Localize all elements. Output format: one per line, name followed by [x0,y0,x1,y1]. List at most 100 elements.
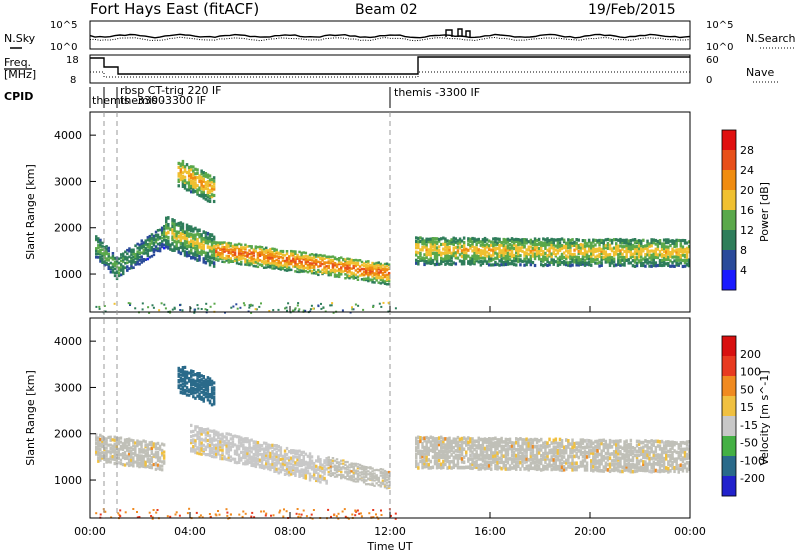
heatmap-cell [327,456,330,459]
heatmap-cell [373,281,376,284]
heatmap-cell [235,461,239,465]
heatmap-cell [179,368,183,372]
heatmap-cell [290,261,293,264]
heatmap-cell [452,465,455,470]
heatmap-cell [101,252,104,255]
heatmap-cell [521,259,524,263]
heatmap-cell [204,260,208,265]
heatmap-cell [365,277,368,280]
heatmap-cell [225,441,228,445]
heatmap-cell [646,239,649,243]
heatmap-cell [350,267,353,270]
heatmap-cell [579,262,583,266]
heatmap-cell [679,239,683,243]
heatmap-cell [346,274,349,277]
heatmap-cell [356,473,360,477]
heatmap-cell [210,240,214,244]
heatmap-cell [310,270,314,273]
heatmap-cell [469,453,472,458]
heatmap-cell [546,463,549,467]
heatmap-cell [146,238,150,242]
heatmap-cell [208,259,212,264]
heatmap-cell [290,252,293,255]
heatmap-cell [125,438,129,442]
heatmap-cell [590,451,593,455]
heatmap-cell [200,448,203,452]
heatmap-cell [171,248,174,252]
heatmap-cell [221,448,224,452]
heatmap-cell [481,443,485,447]
heatmap-cell [329,459,333,462]
heatmap-cell [179,387,183,391]
heatmap-cell [117,274,121,278]
heatmap-cell [635,465,639,470]
heatmap-cell [354,258,358,262]
heatmap-cell [646,449,649,454]
heatmap-cell [458,453,462,458]
heatmap-cell [196,377,199,381]
heatmap-cell [206,445,210,449]
heatmap-cell [375,267,378,271]
heatmap-cell [154,248,158,252]
heatmap-cell [312,255,316,259]
heatmap-cell [200,437,203,441]
heatmap-cell [246,440,249,444]
heatmap-cell [210,386,214,390]
heatmap-cell [669,239,672,243]
heatmap-cell [540,249,543,253]
heatmap-cell [642,466,645,471]
heatmap-cell [519,248,522,253]
heatmap-cell [343,508,346,511]
heatmap-cell [352,475,355,478]
heatmap-cell [469,262,472,266]
heatmap-cell [646,242,649,246]
heatmap-cell [665,241,668,245]
heatmap-cell [194,448,197,452]
heatmap-cell [615,238,618,242]
heatmap-cell [600,249,603,253]
heatmap-cell [265,448,268,452]
heatmap-cell [308,258,312,262]
heatmap-cell [656,453,660,457]
heatmap-cell [179,251,183,256]
heatmap-cell [669,457,672,461]
heatmap-cell [665,453,668,458]
heatmap-cell [275,455,278,459]
heatmap-cell [623,445,626,449]
heatmap-cell [531,466,535,471]
heatmap-cell [431,239,435,244]
heatmap-cell [608,243,612,247]
heatmap-cell [319,468,322,473]
heatmap-cell [525,238,528,242]
heatmap-cell [492,251,495,255]
heatmap-cell [473,248,476,252]
heatmap-cell [469,246,472,250]
heatmap-cell [187,250,191,255]
heatmap-cell [99,442,102,446]
heatmap-cell [275,467,278,471]
heatmap-cell [467,436,470,440]
heatmap-cell [471,460,474,464]
heatmap-cell [310,266,314,269]
heatmap-cell [217,451,220,455]
heatmap-cell [281,267,285,271]
heatmap-cell [648,456,651,461]
heatmap-cell [198,245,201,249]
heatmap-cell [264,514,267,517]
heatmap-cell [140,442,143,447]
heatmap-cell [269,468,272,472]
heatmap-cell [299,516,302,519]
heatmap-cell [194,439,197,443]
heatmap-cell [250,515,253,518]
heatmap-cell [202,250,205,254]
heatmap-cell [625,446,628,451]
heatmap-cell [546,243,549,247]
heatmap-cell [223,241,226,244]
heatmap-cell [229,244,233,248]
heatmap-cell [210,451,214,455]
heatmap-cell [171,235,174,240]
heatmap-cell [481,252,485,256]
heatmap-cell [256,457,260,461]
heatmap-cell [323,465,326,469]
heatmap-cell [500,249,503,253]
